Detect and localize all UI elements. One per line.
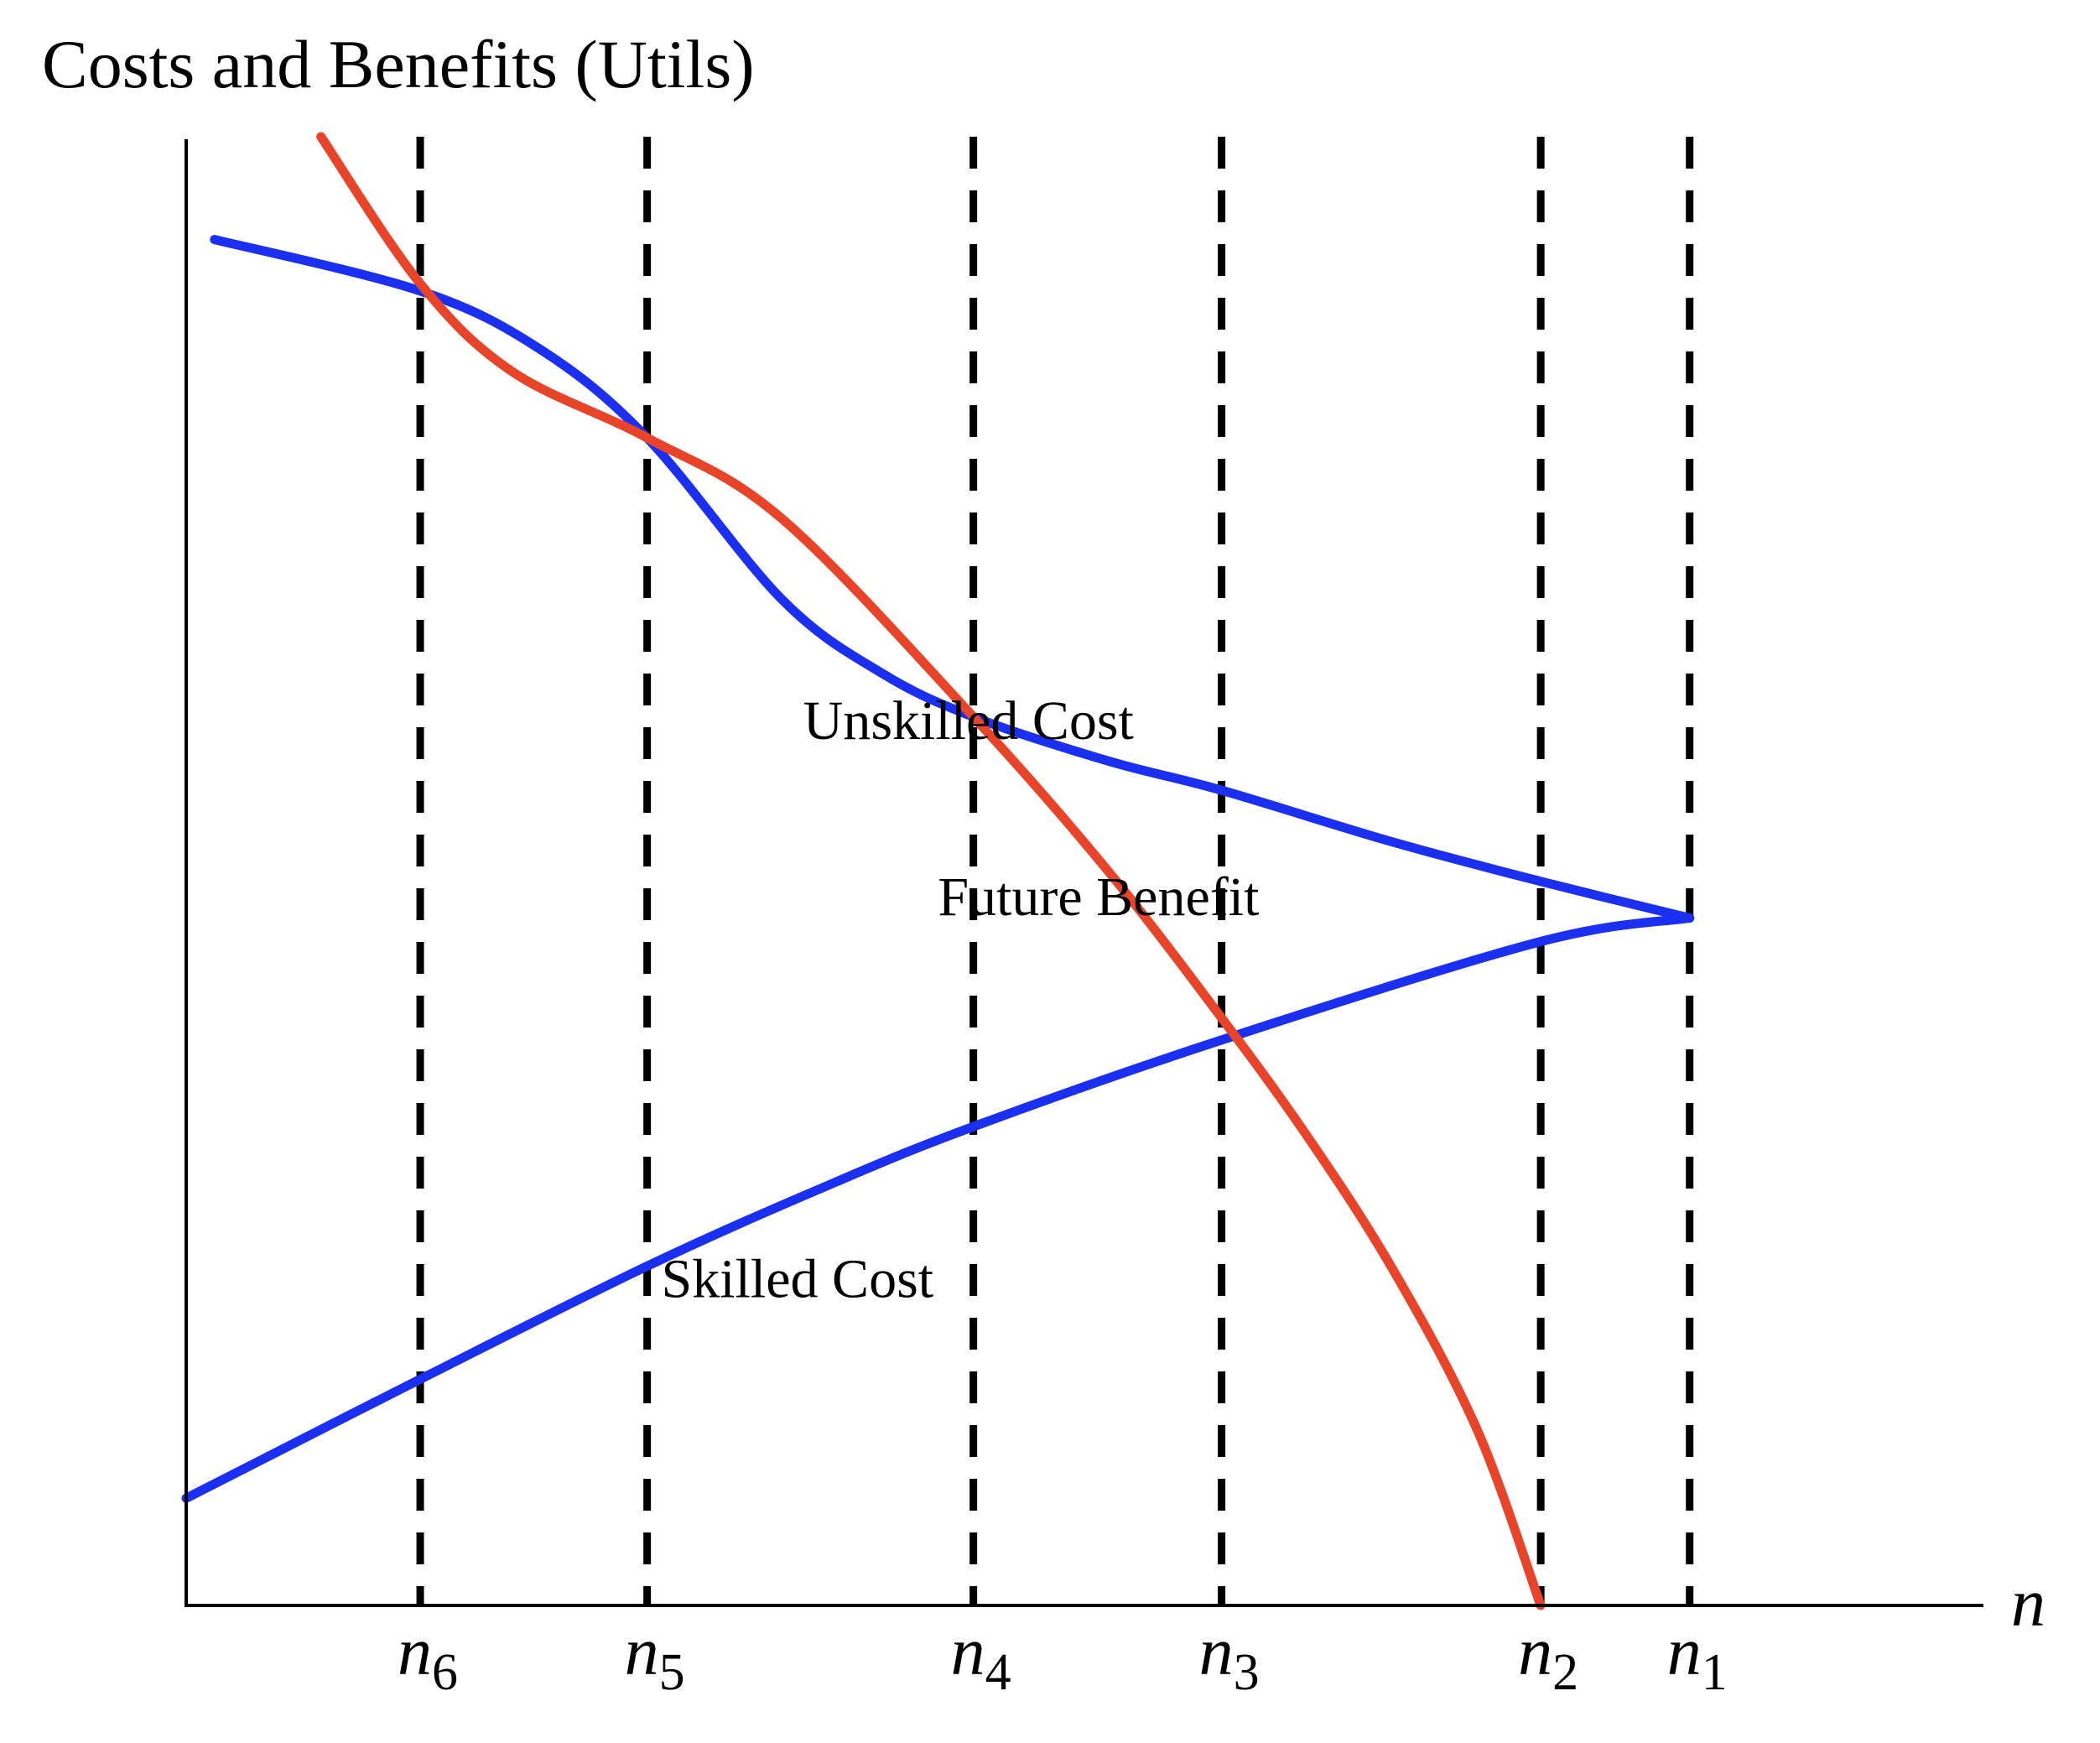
curves [181, 132, 1695, 1610]
series-line-unskilled-cost [210, 235, 1695, 923]
tick-label-n4: n4 [951, 1613, 1011, 1701]
axes [185, 139, 1983, 1607]
x-tick-labels: n6 n5 n4 n3 n2 n1 [398, 1613, 1728, 1701]
curve-labels: Unskilled Cost Future Benefit Skilled Cost [662, 690, 1260, 1309]
tick-label-n2: n2 [1518, 1613, 1578, 1701]
series-line-skilled-cost [181, 913, 1695, 1503]
tick-label-n6: n6 [398, 1613, 458, 1701]
series-label-skilled-cost: Skilled Cost [662, 1248, 934, 1309]
tick-label-n5: n5 [625, 1613, 685, 1701]
series-line-future-benefit [316, 132, 1546, 1610]
guide-lines [416, 137, 1694, 1605]
chart-title: Costs and Benefits (Utils) [42, 26, 755, 102]
tick-label-n3: n3 [1199, 1613, 1260, 1701]
x-axis-label: n [2011, 1564, 2045, 1641]
tick-label-n1: n1 [1667, 1613, 1728, 1701]
series-label-future-benefit: Future Benefit [938, 866, 1259, 928]
series-label-unskilled-cost: Unskilled Cost [803, 690, 1134, 752]
